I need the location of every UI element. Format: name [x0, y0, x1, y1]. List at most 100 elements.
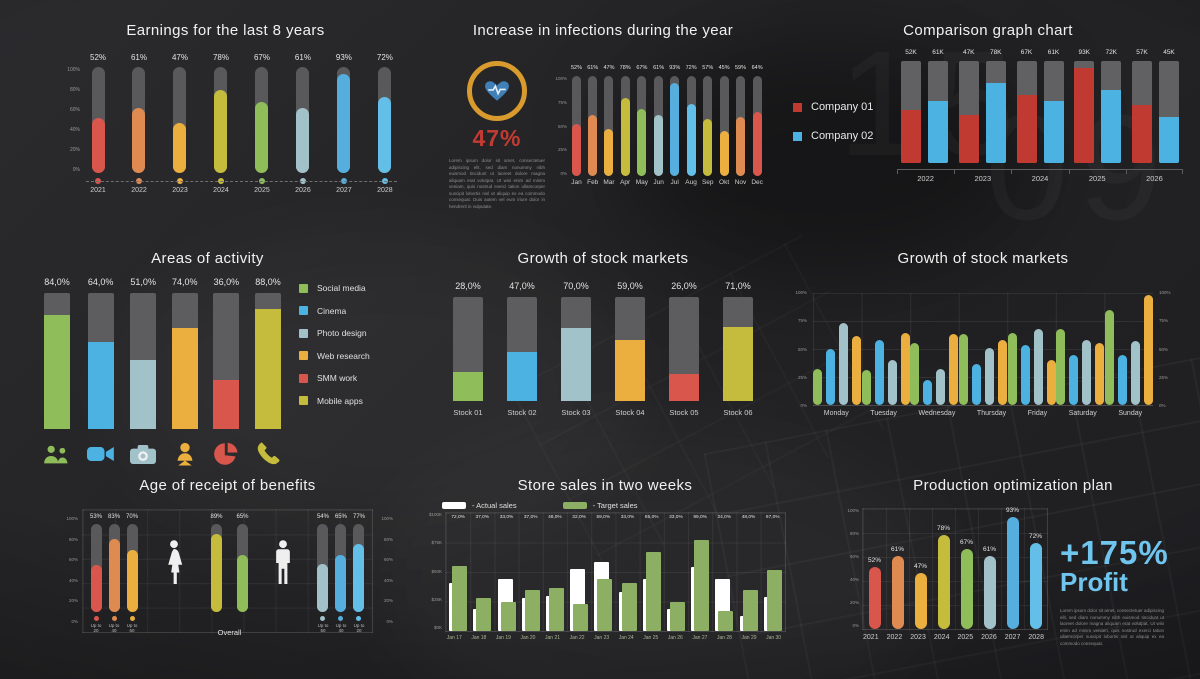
- target-bar: [718, 611, 734, 631]
- legend-swatch: [299, 351, 308, 360]
- bar-column: 47,0% Stock 02: [507, 281, 537, 417]
- bar-fill: [1074, 68, 1095, 163]
- bar-column: 57K: [1132, 49, 1152, 163]
- legend-item: Mobile apps: [299, 396, 370, 406]
- bar-fill: [87, 341, 114, 429]
- target-bar: [476, 598, 492, 631]
- axis-tick-label: 50%: [1159, 346, 1169, 352]
- category-label: Up to 40: [109, 623, 120, 634]
- bar-fill: [335, 554, 347, 612]
- bar-fill: [1117, 354, 1127, 405]
- bar-column: 47%: [914, 509, 928, 629]
- value-label: 78%: [619, 65, 631, 71]
- category-dot: [240, 616, 245, 621]
- bar-fill: [901, 109, 921, 163]
- value-label: 64,0%: [87, 277, 114, 287]
- bar-track: [108, 524, 120, 612]
- value-label: 28,0%: [455, 281, 481, 291]
- value-label: 61%: [982, 545, 996, 553]
- bar-fill: [337, 74, 351, 173]
- bar-column: 61%: [983, 509, 997, 629]
- bar-fill: [937, 535, 950, 629]
- value-label: 93%: [1005, 507, 1019, 515]
- bar-track: [719, 76, 729, 176]
- value-label: 67%: [253, 53, 270, 62]
- value-label: 65%: [334, 514, 347, 520]
- category-label: 2021: [863, 634, 879, 641]
- groups: [813, 293, 1153, 405]
- category-label: 2024: [213, 187, 229, 194]
- male-icon: [272, 514, 294, 584]
- target-bar: [573, 604, 589, 631]
- panel-stock-markets-1: Growth of stock markets 28,0% Stock 01 47,…: [443, 250, 763, 425]
- value-label: 61%: [587, 65, 599, 71]
- label-line: 60: [129, 628, 135, 634]
- bar-track: [670, 76, 680, 176]
- bar-column: 70% Up to 60: [126, 514, 138, 634]
- value-label: 37,0%: [475, 515, 490, 520]
- axis-tick-label: 20%: [849, 600, 859, 605]
- legend-label: Company 01: [811, 101, 874, 113]
- bar-column: 59,0%: [594, 513, 613, 631]
- legend: Social media Cinema Photo design Web resear…: [299, 277, 370, 469]
- bar-fill: [669, 373, 699, 401]
- comparison-body: Company 01 Company 02 52K 61K 47K 78K 67K 61K 93…: [793, 49, 1184, 183]
- value-label: 61K: [932, 49, 944, 56]
- value-label: 59,0%: [617, 281, 643, 291]
- chart-title: Areas of activity: [151, 250, 264, 267]
- category-dot: [129, 616, 135, 621]
- axis-tick-label: 0%: [71, 618, 78, 624]
- legend-swatch: [299, 283, 308, 293]
- plot-area: 72,0% 37,0% 33,0% 37,0% 48,0% 32,0% 59,0% 33,0%…: [445, 512, 786, 632]
- value-label: 52K: [905, 49, 917, 56]
- bar-column: 26,0% Stock 05: [669, 281, 699, 417]
- comparison-chart: Company 01 Company 02 52K 61K 47K 78K 67K 61K 93…: [793, 49, 1184, 183]
- bar-track: [254, 293, 281, 429]
- bar-column: 72K: [1101, 49, 1122, 163]
- axis-tick-label: 20%: [383, 598, 393, 604]
- bar-fill: [171, 328, 198, 429]
- value-label: 47%: [603, 65, 615, 71]
- value-label: 52%: [867, 556, 881, 564]
- category-label: Saturday: [1068, 410, 1097, 417]
- bar-track: [130, 293, 157, 429]
- bar-column: 33,0%: [666, 513, 685, 631]
- bar-column: 24,0%: [715, 513, 734, 631]
- bar-fill: [507, 352, 537, 401]
- stock-markets-chart-2: 100% 75% 50% 25% 0% 100% 75% 50% 25% 0% Monday Tues…: [793, 290, 1173, 417]
- legend-label: - Target sales: [592, 501, 638, 510]
- legend-swatch: [299, 373, 308, 383]
- value-label: 59,0%: [596, 515, 611, 520]
- bar-fill: [1043, 100, 1064, 163]
- bar-fill: [868, 566, 881, 629]
- category-label: Wednesday: [918, 410, 956, 417]
- axis-tick-label: 40%: [69, 127, 80, 133]
- value-label: 93%: [335, 53, 352, 62]
- category-dot: [356, 616, 362, 621]
- value-label: 72%: [1028, 532, 1042, 540]
- target-bar: [621, 583, 637, 631]
- bar-column: 78K: [985, 49, 1006, 163]
- category-label: 2027: [336, 187, 352, 194]
- chart-title: Earnings for the last 8 years: [126, 22, 325, 39]
- bar-fill: [1082, 340, 1092, 405]
- bar-fill: [861, 370, 871, 405]
- category-dot: [320, 616, 326, 621]
- bar-fill: [210, 533, 222, 612]
- y-axis: 100% 80% 60% 40% 20% 0%: [843, 508, 862, 628]
- bar-column: 61% 2022: [131, 53, 147, 194]
- category-label: Up to 60: [318, 623, 329, 634]
- overlap-bars: [521, 531, 540, 631]
- category-label: 2027: [1004, 634, 1021, 641]
- areas-body: 84,0% 64,0% 51,0% 74,0% 36,0% 88,0% Social med…: [35, 277, 380, 469]
- bar-column: 33,0%: [497, 513, 516, 631]
- overlap-bars: [545, 531, 564, 631]
- axis-tick-label: 50%: [557, 123, 567, 129]
- bar-track: [604, 76, 614, 176]
- chart-title: Store sales in two weeks: [517, 477, 693, 494]
- bar-track: [985, 61, 1006, 163]
- bar-column: 54% Up to 60: [317, 514, 329, 634]
- bar-track: [752, 76, 762, 176]
- category-label: Jan 28: [716, 635, 732, 641]
- legend-label: - Actual sales: [472, 501, 517, 510]
